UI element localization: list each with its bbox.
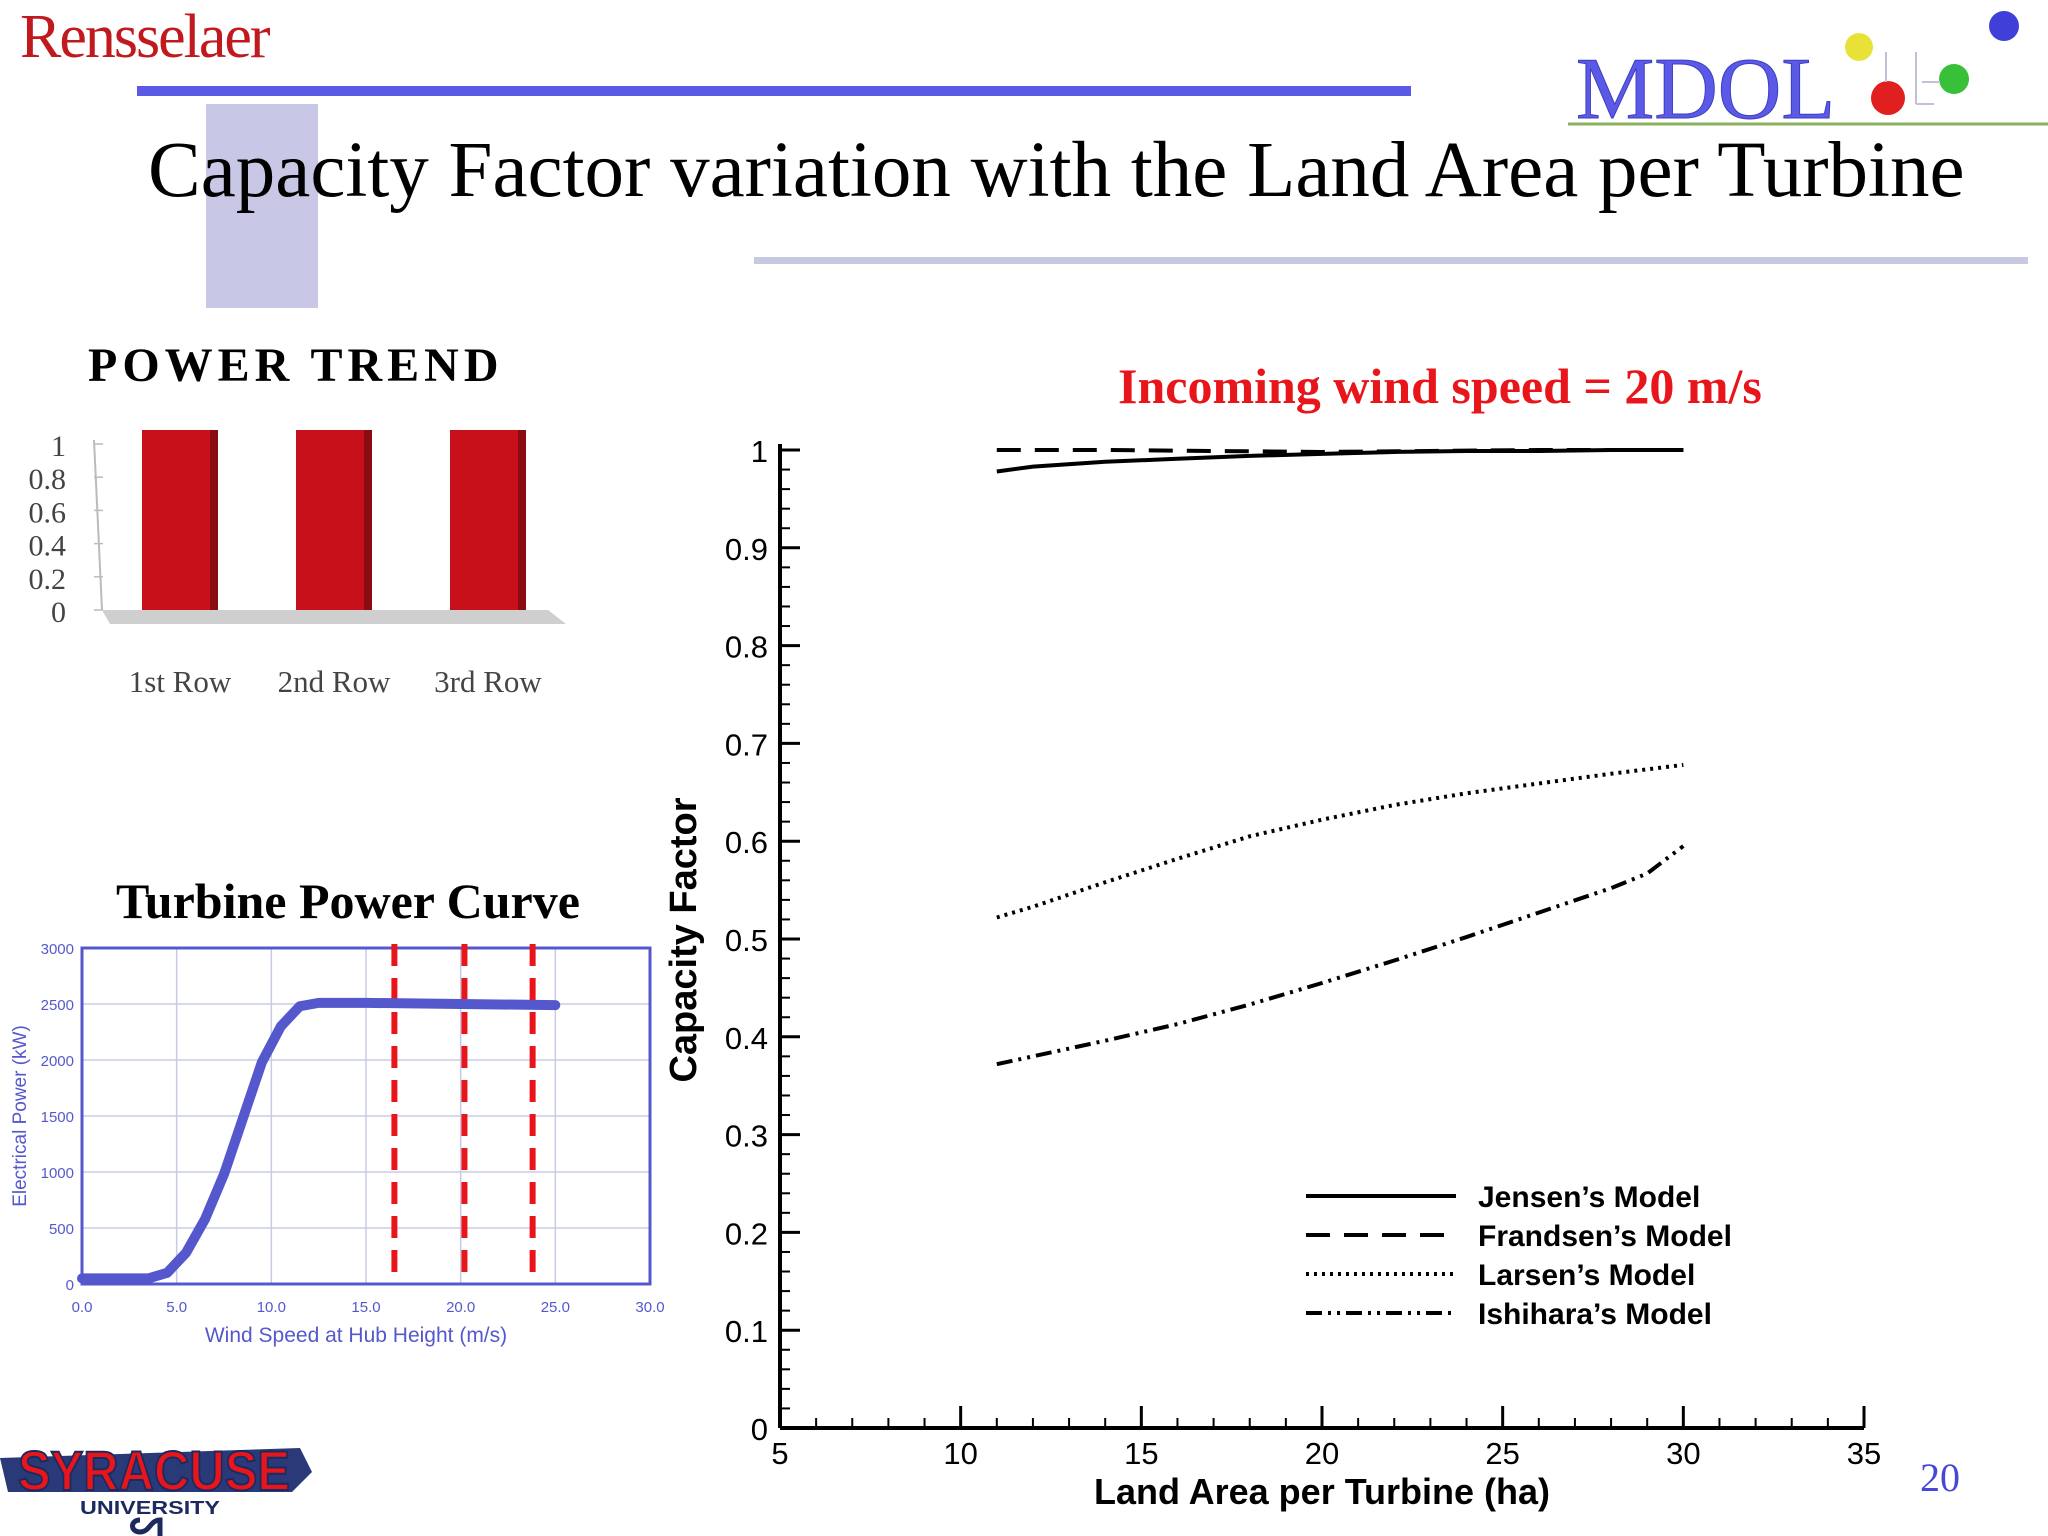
syracuse-logo-subtext: UNIVERSITY — [80, 1498, 220, 1518]
power-curve-y-tick-label: 2000 — [41, 1053, 74, 1070]
power-trend-floor — [102, 610, 566, 624]
title-rule — [754, 257, 2028, 264]
green-dot-icon — [1939, 64, 1969, 94]
power-curve-y-tick-label: 1000 — [41, 1165, 74, 1182]
power-curve-x-tick-label: 10.0 — [257, 1299, 286, 1316]
wind-speed-annotation: Incoming wind speed = 20 m/s — [1118, 358, 1762, 414]
capacity-factor-series-line — [996, 448, 1684, 454]
capacity-factor-y-tick-label: 0.4 — [725, 1021, 768, 1056]
red-dot-icon — [1871, 81, 1905, 115]
capacity-factor-y-tick-label: 0.1 — [725, 1314, 768, 1349]
capacity-factor-series-line — [996, 762, 1684, 920]
capacity-factor-y-tick-label: 0.6 — [725, 825, 768, 860]
power-trend-chart: 00.20.40.60.81 1st Row 2nd Row 3rd Row — [29, 430, 566, 699]
capacity-factor-y-tick-label: 0 — [751, 1412, 768, 1447]
power-trend-y-tick-label: 0.8 — [29, 463, 67, 496]
capacity-factor-series — [996, 448, 1685, 1067]
power-trend-bar-side — [364, 430, 372, 610]
header-rule — [137, 86, 1411, 96]
capacity-factor-legend-label: Ishihara’s Model — [1478, 1298, 1712, 1331]
power-trend-x-tick-label: 1st Row — [129, 664, 232, 699]
mdol-logo-text: MDOL — [1576, 41, 1835, 130]
power-trend-bar — [296, 430, 364, 610]
capacity-factor-x-tick-label: 15 — [1124, 1436, 1158, 1471]
capacity-factor-axes: 00.10.20.30.40.50.60.70.80.915 10 15 20 25 30… — [663, 434, 1881, 1512]
power-curve-x-tick-label: 20.0 — [446, 1299, 475, 1316]
capacity-factor-y-tick-label: 0.9 — [725, 532, 768, 567]
capacity-factor-chart: 00.10.20.30.40.50.60.70.80.915 10 15 20 25 30… — [663, 434, 1881, 1512]
power-curve-y-tick-label: 1500 — [41, 1109, 74, 1126]
power-trend-x-tick-label: 2nd Row — [278, 664, 391, 699]
capacity-factor-y-tick-label: 0.8 — [725, 630, 768, 665]
capacity-factor-x-tick-label: 25 — [1485, 1436, 1519, 1471]
power-curve-reference-lines — [391, 944, 536, 1284]
power-trend-y-tick-label: 1 — [51, 430, 66, 463]
mdol-logo-lines — [1885, 52, 1940, 105]
power-trend-title: POWER TREND — [88, 339, 504, 392]
mdol-logo: MDOL — [1568, 11, 2048, 130]
power-curve-labels: 0.0 5.0 10.0 15.0 20.0 25.0 30.0 0 500 1000 1500 20… — [10, 941, 665, 1347]
power-curve-y-tick-label: 0 — [66, 1277, 74, 1294]
su-monogram-icon — [130, 1517, 163, 1536]
capacity-factor-x-tick-label: 20 — [1305, 1436, 1339, 1471]
power-trend-bars — [142, 430, 526, 610]
power-curve-series — [77, 997, 561, 1284]
capacity-factor-x-tick-label: 30 — [1666, 1436, 1700, 1471]
rensselaer-logo: Rensselaer — [20, 3, 271, 71]
power-curve-x-tick-label: 5.0 — [166, 1299, 187, 1316]
power-curve-x-tick-label: 15.0 — [351, 1299, 380, 1316]
capacity-factor-x-tick-label: 10 — [943, 1436, 977, 1471]
capacity-factor-x-axis-label: Land Area per Turbine (ha) — [1094, 1471, 1550, 1512]
power-curve-y-tick-label: 500 — [49, 1221, 74, 1238]
power-curve-x-tick-label: 30.0 — [635, 1299, 664, 1316]
power-curve-y-axis-label: Electrical Power (kW) — [10, 1025, 31, 1207]
power-trend-y-tick-label: 0.4 — [29, 530, 67, 563]
capacity-factor-y-tick-label: 1 — [751, 434, 768, 469]
slide-title: Capacity Factor variation with the Land … — [148, 127, 1965, 214]
power-trend-labels: 00.20.40.60.81 1st Row 2nd Row 3rd Row — [29, 430, 543, 699]
power-trend-x-tick-label: 3rd Row — [434, 664, 542, 699]
capacity-factor-y-tick-label: 0.5 — [725, 923, 768, 958]
power-trend-y-tick-label: 0.6 — [29, 496, 67, 529]
power-curve-y-tick-label: 3000 — [41, 941, 74, 958]
page-number: 20 — [1920, 1455, 1960, 1500]
power-curve-grid — [80, 946, 652, 1286]
capacity-factor-y-tick-label: 0.2 — [725, 1216, 768, 1251]
power-curve-frame — [80, 946, 652, 1286]
power-curve-y-tick-label: 2500 — [41, 997, 74, 1014]
capacity-factor-legend-label: Larsen’s Model — [1478, 1259, 1695, 1292]
capacity-factor-series-line — [996, 844, 1685, 1067]
syracuse-logo-banner — [0, 1448, 312, 1492]
capacity-factor-legend: Jensen’s Model Frandsen’s Model Larsen’s M… — [1306, 1181, 1732, 1331]
power-trend-bar-side — [518, 430, 526, 610]
capacity-factor-x-tick-label: 35 — [1847, 1436, 1881, 1471]
capacity-factor-y-tick-label: 0.3 — [725, 1119, 768, 1154]
title-accent-block — [206, 104, 318, 308]
power-curve-title: Turbine Power Curve — [116, 873, 580, 929]
capacity-factor-legend-label: Frandsen’s Model — [1478, 1220, 1732, 1253]
capacity-factor-legend-label: Jensen’s Model — [1478, 1181, 1700, 1214]
power-trend-bar — [450, 430, 518, 610]
power-trend-bar-side — [210, 430, 218, 610]
capacity-factor-y-axis-label: Capacity Factor — [663, 797, 705, 1082]
blue-dot-icon — [1989, 11, 2019, 41]
power-trend-y-tick-label: 0.2 — [29, 563, 67, 596]
capacity-factor-x-tick-label: 5 — [771, 1436, 788, 1471]
power-trend-bar — [142, 430, 210, 610]
syracuse-university-logo: SYRACUSE UNIVERSITY — [0, 1438, 312, 1536]
power-curve-x-tick-label: 25.0 — [541, 1299, 570, 1316]
power-trend-y-tick-label: 0 — [51, 596, 66, 629]
turbine-power-curve-chart: 0.0 5.0 10.0 15.0 20.0 25.0 30.0 0 500 1000 1500 20… — [10, 941, 665, 1347]
power-curve-line — [77, 997, 561, 1284]
power-curve-x-axis-label: Wind Speed at Hub Height (m/s) — [205, 1324, 507, 1347]
power-curve-x-tick-label: 0.0 — [72, 1299, 93, 1316]
power-trend-y-axis — [93, 439, 103, 611]
capacity-factor-y-tick-label: 0.7 — [725, 727, 768, 762]
power-trend-axes — [93, 439, 566, 624]
yellow-dot-icon — [1845, 33, 1873, 61]
syracuse-logo-text: SYRACUSE — [18, 1439, 290, 1502]
